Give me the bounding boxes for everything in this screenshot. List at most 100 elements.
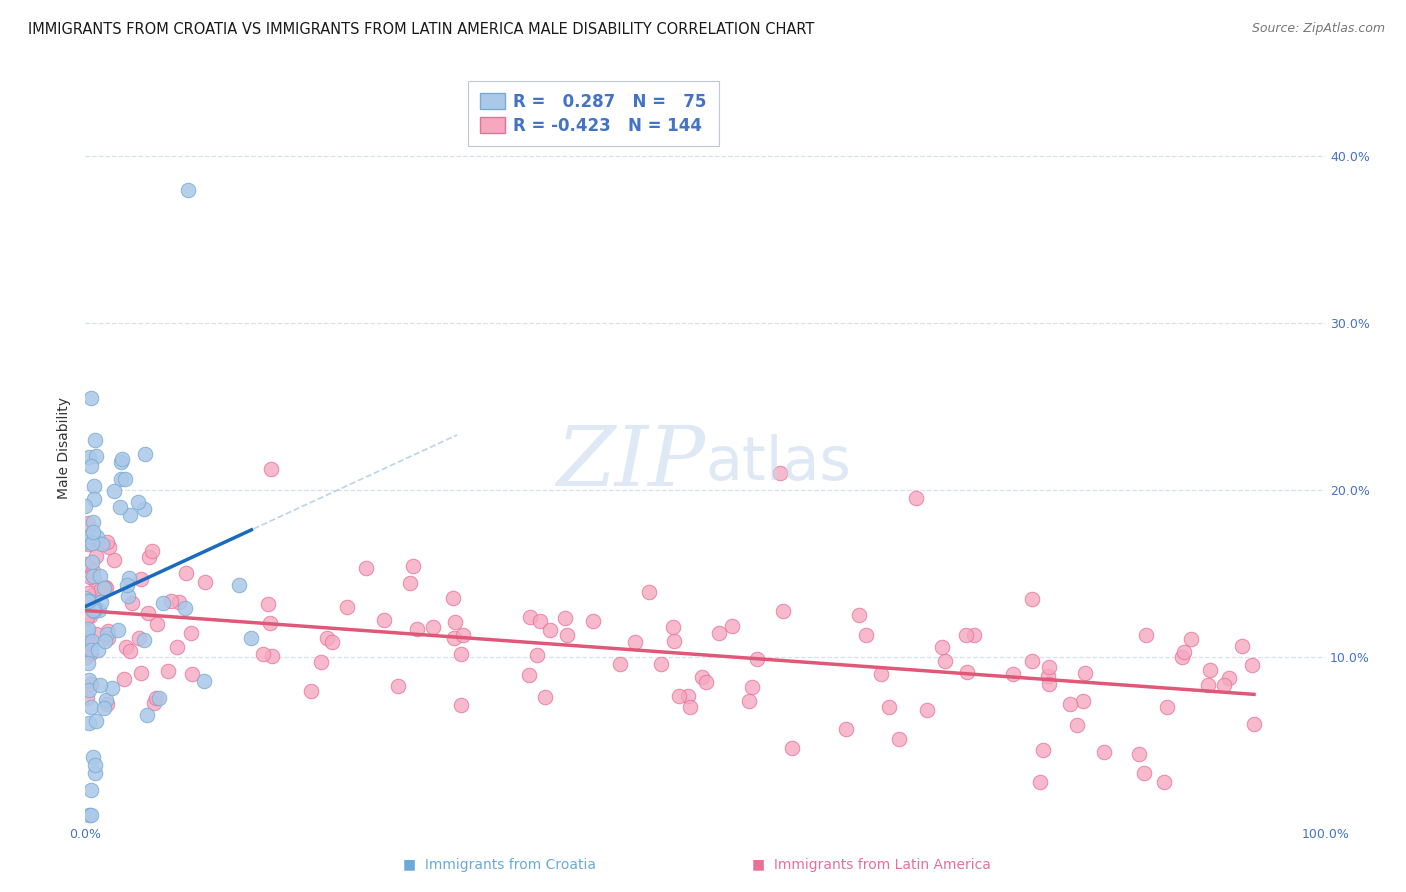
Point (110, 455, 132, 469)
Point (132, 632, 155, 647)
Text: ■  Immigrants from Croatia: ■ Immigrants from Croatia (402, 858, 596, 872)
Point (904, 491, 927, 506)
Point (107, 624, 129, 638)
Point (83, 604, 105, 618)
Point (695, 675, 717, 690)
Point (76, 625, 98, 640)
Point (955, 628, 977, 642)
Point (336, 599, 359, 614)
Point (90, 537, 112, 551)
Point (1071, 694, 1094, 708)
Point (94, 633, 117, 648)
Point (96, 535, 118, 549)
Point (1032, 743, 1054, 757)
Point (134, 447, 156, 461)
Point (450, 647, 472, 661)
Point (1173, 645, 1195, 659)
Point (554, 611, 576, 625)
Point (82, 603, 104, 617)
Point (1036, 669, 1059, 683)
Point (84, 549, 107, 564)
Point (299, 684, 322, 698)
Point (405, 623, 427, 637)
Point (650, 657, 672, 671)
Point (77, 622, 100, 636)
Point (443, 591, 465, 606)
Point (517, 668, 540, 682)
Point (167, 595, 190, 609)
Point (443, 632, 465, 646)
Point (915, 703, 938, 717)
Point (118, 508, 141, 522)
Point (956, 665, 979, 680)
Point (1021, 592, 1043, 607)
Point (110, 472, 132, 486)
Point (721, 619, 744, 633)
Point (129, 573, 152, 587)
Point (97, 631, 120, 645)
Text: ■  Immigrants from Latin America: ■ Immigrants from Latin America (752, 858, 991, 872)
Point (83, 601, 105, 615)
Point (82, 524, 104, 539)
Point (118, 571, 141, 585)
Point (101, 681, 124, 696)
Point (624, 635, 647, 649)
Point (82, 589, 104, 603)
Point (145, 690, 167, 705)
Point (160, 594, 183, 608)
Point (75, 650, 97, 665)
Point (166, 640, 188, 654)
Point (1021, 654, 1043, 668)
Point (240, 632, 263, 646)
Point (93, 581, 115, 595)
Point (387, 680, 409, 694)
Point (93, 701, 115, 715)
Point (89, 678, 111, 692)
Point (76, 641, 98, 656)
Point (79, 676, 101, 690)
Point (259, 616, 281, 631)
Point (181, 667, 204, 681)
Point (84, 714, 107, 729)
Point (96, 626, 118, 640)
Point (90, 594, 112, 608)
Point (177, 183, 200, 197)
Point (79, 529, 101, 543)
Point (582, 614, 605, 628)
Point (869, 667, 891, 681)
Point (1135, 628, 1157, 642)
Point (103, 553, 125, 567)
Point (1074, 666, 1097, 681)
Point (309, 655, 332, 669)
Point (75, 499, 97, 513)
Point (780, 741, 803, 756)
Point (76, 690, 98, 705)
Point (103, 483, 125, 498)
Point (745, 652, 768, 666)
Point (321, 635, 343, 649)
Point (86, 530, 108, 544)
Point (354, 560, 377, 574)
Point (1132, 765, 1154, 780)
Point (80, 555, 103, 569)
Point (80, 699, 103, 714)
Point (741, 680, 763, 694)
Point (80, 459, 103, 474)
Point (79, 643, 101, 657)
Point (848, 607, 870, 622)
Point (76, 609, 98, 624)
Point (77, 716, 100, 731)
Point (194, 574, 217, 589)
Point (80, 536, 103, 550)
Point (538, 624, 561, 638)
Point (889, 732, 911, 747)
Point (1213, 677, 1236, 691)
Point (89, 569, 111, 583)
Text: ZIP: ZIP (555, 423, 706, 504)
Point (75, 557, 97, 571)
Point (738, 694, 761, 708)
Point (444, 615, 467, 629)
Point (94, 581, 117, 595)
Point (1180, 632, 1202, 646)
Point (134, 502, 156, 516)
